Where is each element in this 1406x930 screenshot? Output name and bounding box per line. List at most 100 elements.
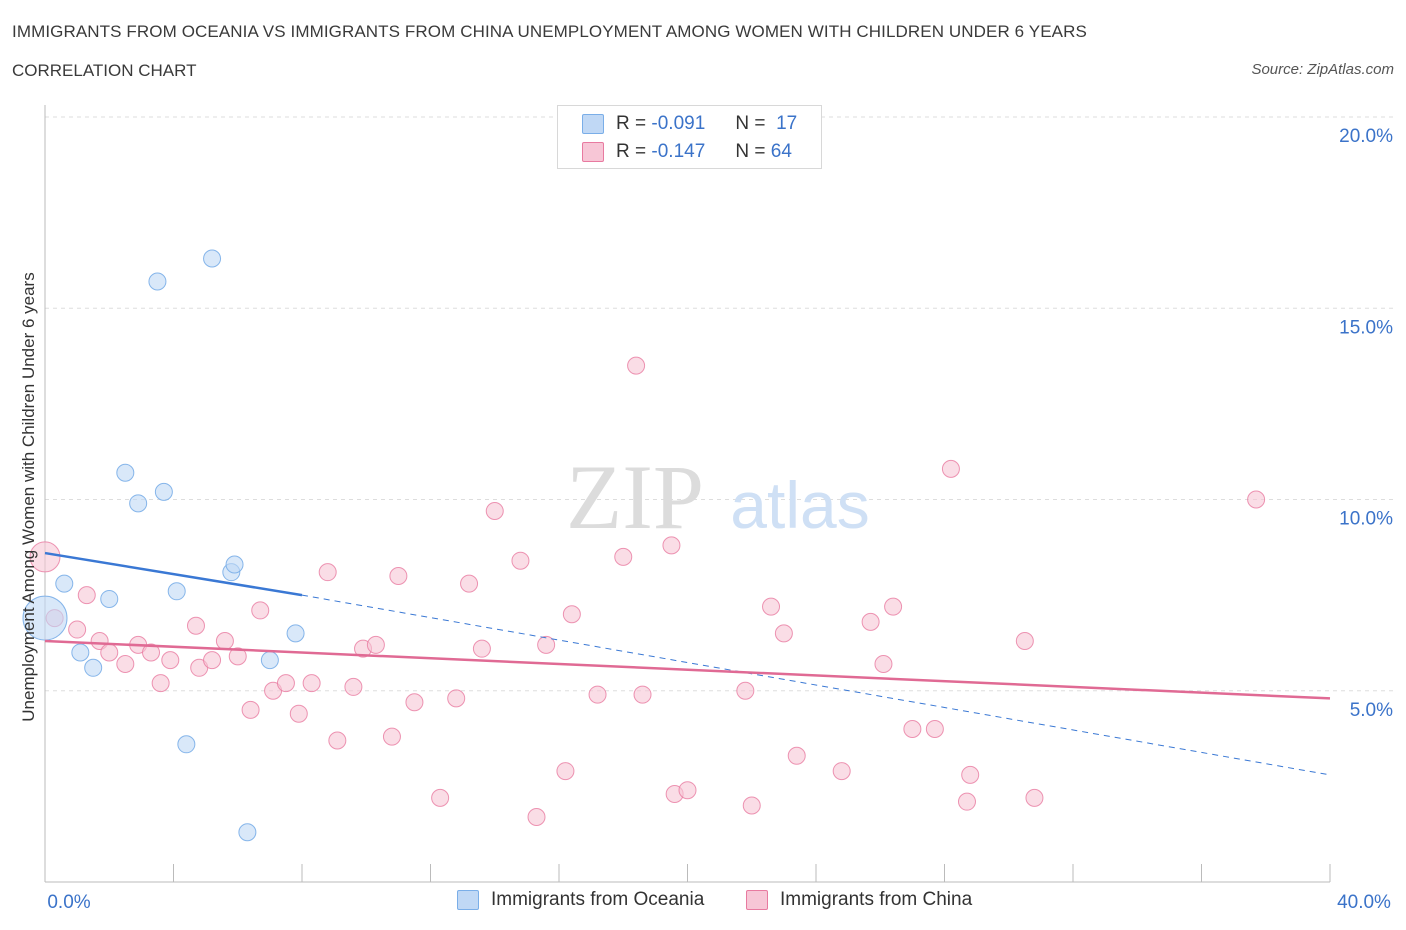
legend-n-label: N = — [735, 113, 766, 134]
china-point — [1015, 632, 1034, 651]
legend-r-label: R = — [616, 141, 647, 162]
china-point — [100, 643, 119, 662]
china-point — [389, 567, 408, 585]
oceania-point — [100, 589, 119, 608]
china-point — [1247, 490, 1266, 509]
china-point — [1025, 788, 1044, 807]
china-point — [884, 597, 903, 616]
oceania-point — [286, 624, 305, 643]
oceania-point — [55, 574, 74, 593]
china-point — [556, 762, 575, 781]
china-point — [228, 647, 247, 666]
china-point — [302, 674, 321, 693]
gridlines — [45, 116, 1395, 692]
china-point — [511, 551, 530, 570]
china-trend-line — [44, 639, 1331, 700]
china-point — [472, 639, 491, 658]
legend-r-value: -0.091 — [651, 113, 706, 134]
china-point — [861, 612, 880, 631]
china-point — [251, 601, 270, 620]
china-point — [957, 792, 976, 811]
oceania-point — [203, 249, 222, 268]
series-oceania-points — [22, 249, 305, 842]
china-point — [203, 651, 222, 670]
china-point — [627, 356, 646, 375]
china-point — [662, 536, 681, 555]
tick-labels: 5.0% 10.0% 15.0% 20.0% 0.0% 40.0% — [47, 126, 1393, 913]
china-point — [215, 632, 234, 651]
china-point — [774, 624, 793, 643]
legend-row-china: R = -0.147 N = 64 — [582, 138, 792, 166]
china-point — [405, 693, 424, 712]
china-swatch — [582, 142, 604, 162]
legend-row-oceania: R = -0.091 N = 17 — [582, 110, 797, 138]
china-point — [614, 547, 633, 566]
china-point — [588, 685, 607, 704]
legend-n-value: 17 — [776, 113, 798, 134]
oceania-point — [154, 482, 173, 501]
legend-r-label: R = — [616, 113, 647, 134]
oceania-swatch — [457, 890, 479, 910]
y-tick-label: 15.0% — [1339, 317, 1393, 338]
china-swatch — [746, 890, 768, 910]
china-point — [382, 727, 401, 746]
china-point — [832, 762, 851, 781]
oceania-swatch — [582, 114, 604, 134]
china-point — [527, 807, 546, 826]
china-point — [344, 677, 363, 696]
oceania-point — [260, 651, 279, 670]
oceania-point — [148, 272, 167, 291]
bottom-legend-china: Immigrants from China — [746, 889, 972, 911]
oceania-point — [116, 463, 135, 482]
oceania-point — [129, 494, 148, 513]
china-point — [151, 674, 170, 693]
china-point — [241, 700, 260, 719]
chart-title: IMMIGRANTS FROM OCEANIA VS IMMIGRANTS FR… — [12, 22, 1087, 41]
chart-subtitle: CORRELATION CHART — [12, 61, 197, 80]
bottom-legend-oceania: Immigrants from Oceania — [457, 889, 704, 911]
series-china-points — [29, 356, 1266, 826]
china-point — [678, 781, 697, 800]
oceania-point — [167, 582, 186, 601]
china-point — [68, 620, 87, 639]
china-point — [941, 459, 960, 478]
legend-series-name: Immigrants from China — [780, 889, 973, 910]
oceania-point — [225, 555, 244, 574]
china-point — [318, 563, 337, 582]
china-point — [431, 788, 450, 807]
correlation-legend: R = -0.091 N = 17 R = -0.147 N = 64 — [557, 105, 822, 169]
oceania-point — [22, 595, 68, 641]
china-point — [961, 765, 980, 784]
china-point — [29, 541, 61, 573]
china-point — [161, 651, 180, 670]
china-point — [537, 635, 556, 654]
oceania-point — [177, 735, 196, 754]
china-point — [366, 635, 385, 654]
y-tick-label: 10.0% — [1339, 509, 1393, 530]
china-point — [562, 605, 581, 624]
oceania-point — [71, 643, 90, 662]
watermark-zip: ZIP — [566, 446, 704, 548]
china-point — [276, 674, 295, 693]
china-point — [633, 685, 652, 704]
china-point — [77, 586, 96, 605]
trend-lines — [44, 551, 1331, 776]
oceania-trend-extension — [301, 594, 1331, 776]
china-point — [90, 632, 109, 651]
source-label: Source: ZipAtlas.com — [1251, 61, 1394, 78]
watermark-atlas: atlas — [730, 468, 869, 542]
china-point — [762, 597, 781, 616]
china-point — [328, 731, 347, 750]
china-point — [142, 643, 161, 662]
china-point — [874, 654, 893, 673]
china-point — [447, 689, 466, 708]
oceania-point — [238, 823, 257, 842]
china-point — [742, 796, 761, 815]
china-point — [186, 616, 205, 635]
y-axis-label: Unemployment Among Women with Children U… — [19, 272, 38, 722]
legend-n-label: N = — [735, 141, 766, 162]
china-point — [736, 681, 755, 700]
y-tick-label: 20.0% — [1339, 126, 1393, 147]
legend-n-value: 64 — [770, 141, 792, 162]
